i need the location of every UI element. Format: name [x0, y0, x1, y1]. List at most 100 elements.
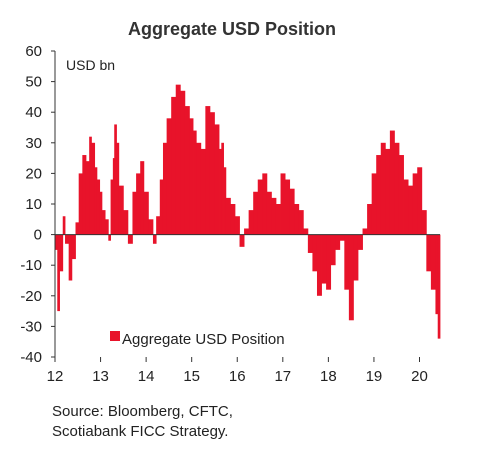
- bar: [398, 155, 404, 235]
- bar: [140, 161, 145, 235]
- y-tick-label: 20: [25, 165, 42, 182]
- bar: [244, 228, 250, 235]
- source-line-1: Source: Bloomberg, CFTC,: [52, 403, 233, 420]
- bar: [307, 234, 313, 253]
- y-tick-label: -40: [20, 349, 42, 366]
- bar: [127, 234, 133, 244]
- bar: [219, 148, 222, 235]
- bar: [389, 130, 395, 235]
- y-tick-label: 50: [25, 74, 42, 91]
- bar: [294, 204, 300, 235]
- bar: [116, 142, 120, 235]
- bar: [298, 210, 304, 235]
- bar: [344, 234, 350, 290]
- bar: [214, 124, 220, 235]
- bar: [326, 234, 332, 290]
- bar: [148, 219, 154, 235]
- bar: [180, 90, 186, 235]
- bar: [248, 210, 254, 235]
- bar: [78, 173, 83, 235]
- legend-swatch: [110, 331, 120, 341]
- bar: [175, 84, 181, 235]
- bar: [59, 234, 64, 272]
- bar: [189, 118, 194, 235]
- bars-group: [55, 84, 441, 339]
- source-note: Source: Bloomberg, CFTC, Scotiabank FICC…: [52, 403, 233, 440]
- bar: [108, 234, 111, 241]
- bar: [101, 210, 106, 235]
- bar: [303, 228, 309, 235]
- y-unit-label: USD bn: [66, 57, 115, 73]
- bar: [385, 148, 391, 235]
- bar: [417, 167, 423, 235]
- bar: [376, 155, 382, 235]
- bar: [435, 234, 439, 315]
- y-tick-label: 0: [34, 227, 42, 244]
- bar: [271, 197, 277, 235]
- bar: [85, 161, 90, 235]
- legend: Aggregate USD Position: [110, 331, 285, 348]
- bar: [110, 179, 114, 235]
- bar: [221, 142, 224, 235]
- bar: [223, 167, 227, 235]
- bar: [75, 222, 80, 235]
- bar: [105, 219, 109, 235]
- bar: [196, 142, 202, 235]
- x-tick-label: 13: [92, 368, 109, 385]
- bar: [421, 210, 427, 235]
- bar: [96, 179, 101, 235]
- bar: [209, 112, 215, 235]
- bar: [394, 142, 400, 235]
- bar: [62, 216, 66, 235]
- bar: [408, 185, 414, 235]
- x-ticks-group: 12 13 14 15 16 17 18 19 20: [47, 357, 428, 385]
- bar: [348, 234, 354, 321]
- bar: [330, 234, 336, 266]
- x-tick-label: 20: [411, 368, 428, 385]
- bar: [193, 130, 197, 235]
- bar: [225, 197, 231, 235]
- bar: [166, 118, 172, 235]
- bar: [136, 173, 141, 235]
- bar: [339, 234, 345, 241]
- bar: [362, 228, 368, 235]
- bar: [316, 234, 322, 296]
- bar: [200, 148, 206, 235]
- bar: [367, 204, 373, 235]
- bar: [353, 234, 359, 281]
- bar: [94, 167, 98, 235]
- bar: [118, 185, 124, 235]
- y-tick-label: -20: [20, 288, 42, 305]
- bar: [285, 179, 291, 235]
- bar: [257, 179, 263, 235]
- bar: [230, 204, 236, 235]
- chart-title: Aggregate USD Position: [128, 19, 336, 39]
- legend-label: Aggregate USD Position: [122, 331, 285, 348]
- bar: [239, 234, 245, 247]
- bar: [162, 142, 168, 235]
- y-ticks-group: 60 50 40 30 20 10 0 -10 -20 -30 -40: [20, 43, 55, 366]
- bar: [152, 234, 157, 244]
- bar: [380, 142, 386, 235]
- x-tick-label: 18: [320, 368, 337, 385]
- bar: [371, 173, 377, 235]
- y-tick-label: -10: [20, 257, 42, 274]
- x-tick-label: 15: [183, 368, 200, 385]
- y-tick-label: 40: [25, 104, 42, 121]
- bar: [289, 188, 295, 235]
- bar: [357, 234, 363, 250]
- source-line-2: Scotiabank FICC Strategy.: [52, 423, 228, 440]
- bar: [275, 204, 281, 235]
- bar: [91, 142, 96, 235]
- y-tick-label: 10: [25, 196, 42, 213]
- bar: [403, 179, 409, 235]
- x-tick-label: 12: [47, 368, 64, 385]
- bar: [82, 155, 87, 235]
- bar: [55, 234, 58, 250]
- bar: [280, 173, 286, 235]
- bar: [112, 158, 115, 235]
- bar: [412, 173, 418, 235]
- bar: [71, 234, 76, 260]
- y-tick-label: 30: [25, 135, 42, 152]
